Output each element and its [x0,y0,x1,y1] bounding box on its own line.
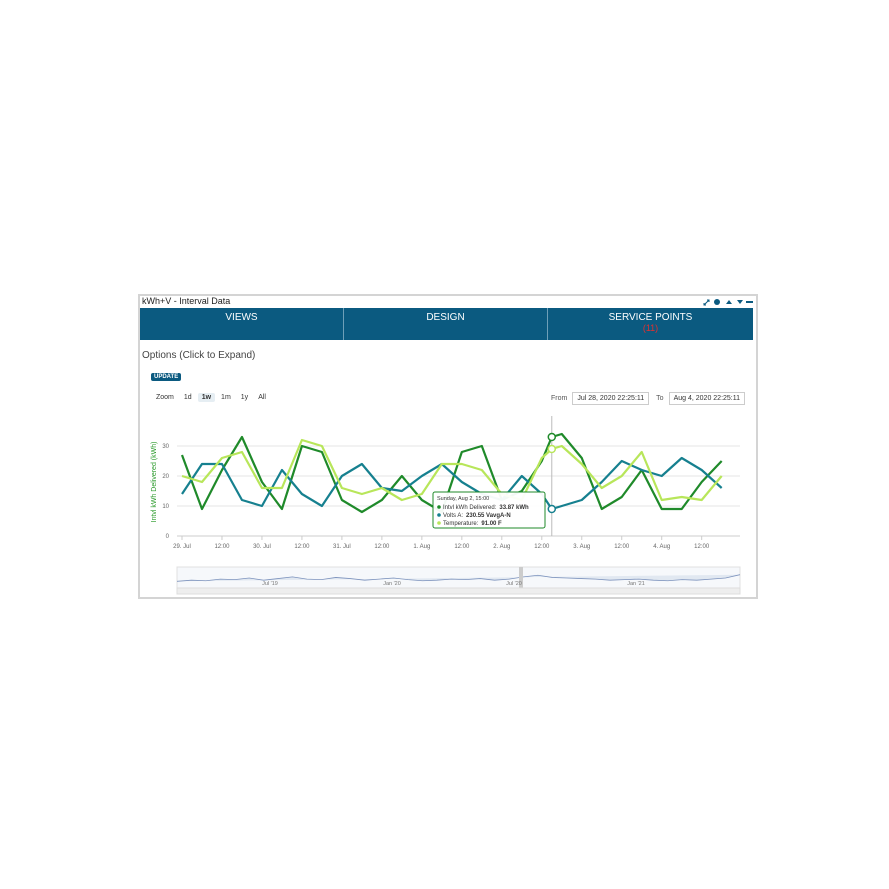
to-label: To [656,395,664,402]
x-tick-label: 3. Aug [573,544,590,550]
tooltip: Sunday, Aug 2, 15:00 Intvl kWh Delivered:… [432,491,546,529]
x-tick-label: 31. Jul [333,544,351,550]
x-tick-label: 1. Aug [413,544,430,550]
up-icon[interactable] [726,300,732,304]
tooltip-label: Intvl kWh Delivered: [443,505,497,511]
options-toggle[interactable]: Options (Click to Expand) [142,350,256,361]
tooltip-dot [437,513,441,517]
y-tick-label: 30 [162,444,169,450]
x-tick-label: 29. Jul [173,544,191,550]
expand-icon[interactable] [703,299,710,306]
settings-icon[interactable] [714,299,720,305]
x-tick-label: 30. Jul [253,544,271,550]
tab[interactable]: VIEWS [140,308,344,340]
series-line [180,432,723,514]
tab-label: DESIGN [426,312,465,323]
navigator-handle[interactable] [519,567,523,589]
y-tick-label: 0 [166,534,170,540]
x-tick-label: 12:00 [534,544,550,550]
zoom-button[interactable]: All [258,394,266,401]
from-input[interactable]: Jul 28, 2020 22:25:11 [572,392,650,405]
tab-bar: VIEWS DESIGN SERVICE POINTS (11) [140,308,753,340]
x-tick-label: 12:00 [454,544,470,550]
tooltip-row: Temperature: 91.00 F [443,521,502,527]
panel-icons [703,299,753,306]
down-icon[interactable] [737,300,743,304]
hover-marker [547,504,557,514]
zoom-button[interactable]: 1m [221,394,231,401]
tooltip-box [432,491,546,529]
tooltip-value: 91.00 F [481,521,502,527]
series-line [181,456,723,511]
zoom-button[interactable]: 1d [183,394,192,401]
navigator-label: Jan '20 [383,581,401,587]
panel [138,294,758,599]
navigator-line [176,574,741,582]
tab-label: VIEWS [225,312,258,323]
tooltip-label: Volts A: [443,513,463,519]
x-tick-label: 12:00 [694,544,710,550]
zoom-button[interactable]: 1y [240,394,249,401]
hover-marker [547,444,557,454]
minimize-icon[interactable] [746,301,753,303]
x-tick-label: 12:00 [614,544,630,550]
tab-label: SERVICE POINTS [608,312,693,323]
tooltip-dot [437,505,441,509]
navigator-label: Jul '20 [506,581,522,587]
y-tick-label: 10 [162,504,169,510]
tab-count: (11) [642,323,659,333]
from-label: From [551,395,568,402]
panel-title: kWh+V - Interval Data [142,296,231,306]
x-tick-label: 2. Aug [493,544,510,550]
scrollbar [176,587,741,595]
x-tick-label: 4. Aug [653,544,670,550]
date-range: From Jul 28, 2020 22:25:11 To Aug 4, 202… [551,392,746,405]
zoom-button[interactable]: 1w [197,393,216,402]
navigator-label: Jul '19 [262,581,278,587]
tooltip-value: 33.87 kWh [499,505,529,511]
hover-marker [547,432,557,442]
tooltip-label: Temperature: [443,521,479,527]
tooltip-value: 230.55 VavgA-N [466,513,511,519]
x-tick-label: 12:00 [294,544,310,550]
zoom-label: Zoom [156,394,174,401]
series-line [181,438,723,502]
zoom-bar: Zoom 1d 1w 1m 1y All [152,393,270,402]
y-axis-title: Intvl kWh Delivered (kWh) [151,442,158,523]
tooltip-dot [437,521,441,525]
tooltip-row: Volts A: 230.55 VavgA-N [443,513,511,519]
tab[interactable]: DESIGN [344,308,548,340]
update-button[interactable]: UPDATE [151,373,182,381]
x-tick-label: 12:00 [214,544,230,550]
y-tick-label: 20 [162,474,169,480]
x-tick-label: 12:00 [374,544,390,550]
tooltip-row: Intvl kWh Delivered: 33.87 kWh [443,505,529,511]
navigator-label: Jan '21 [627,581,645,587]
to-input[interactable]: Aug 4, 2020 22:25:11 [668,392,746,405]
tab[interactable]: SERVICE POINTS (11) [548,308,753,340]
tooltip-title: Sunday, Aug 2, 15:00 [437,496,489,502]
